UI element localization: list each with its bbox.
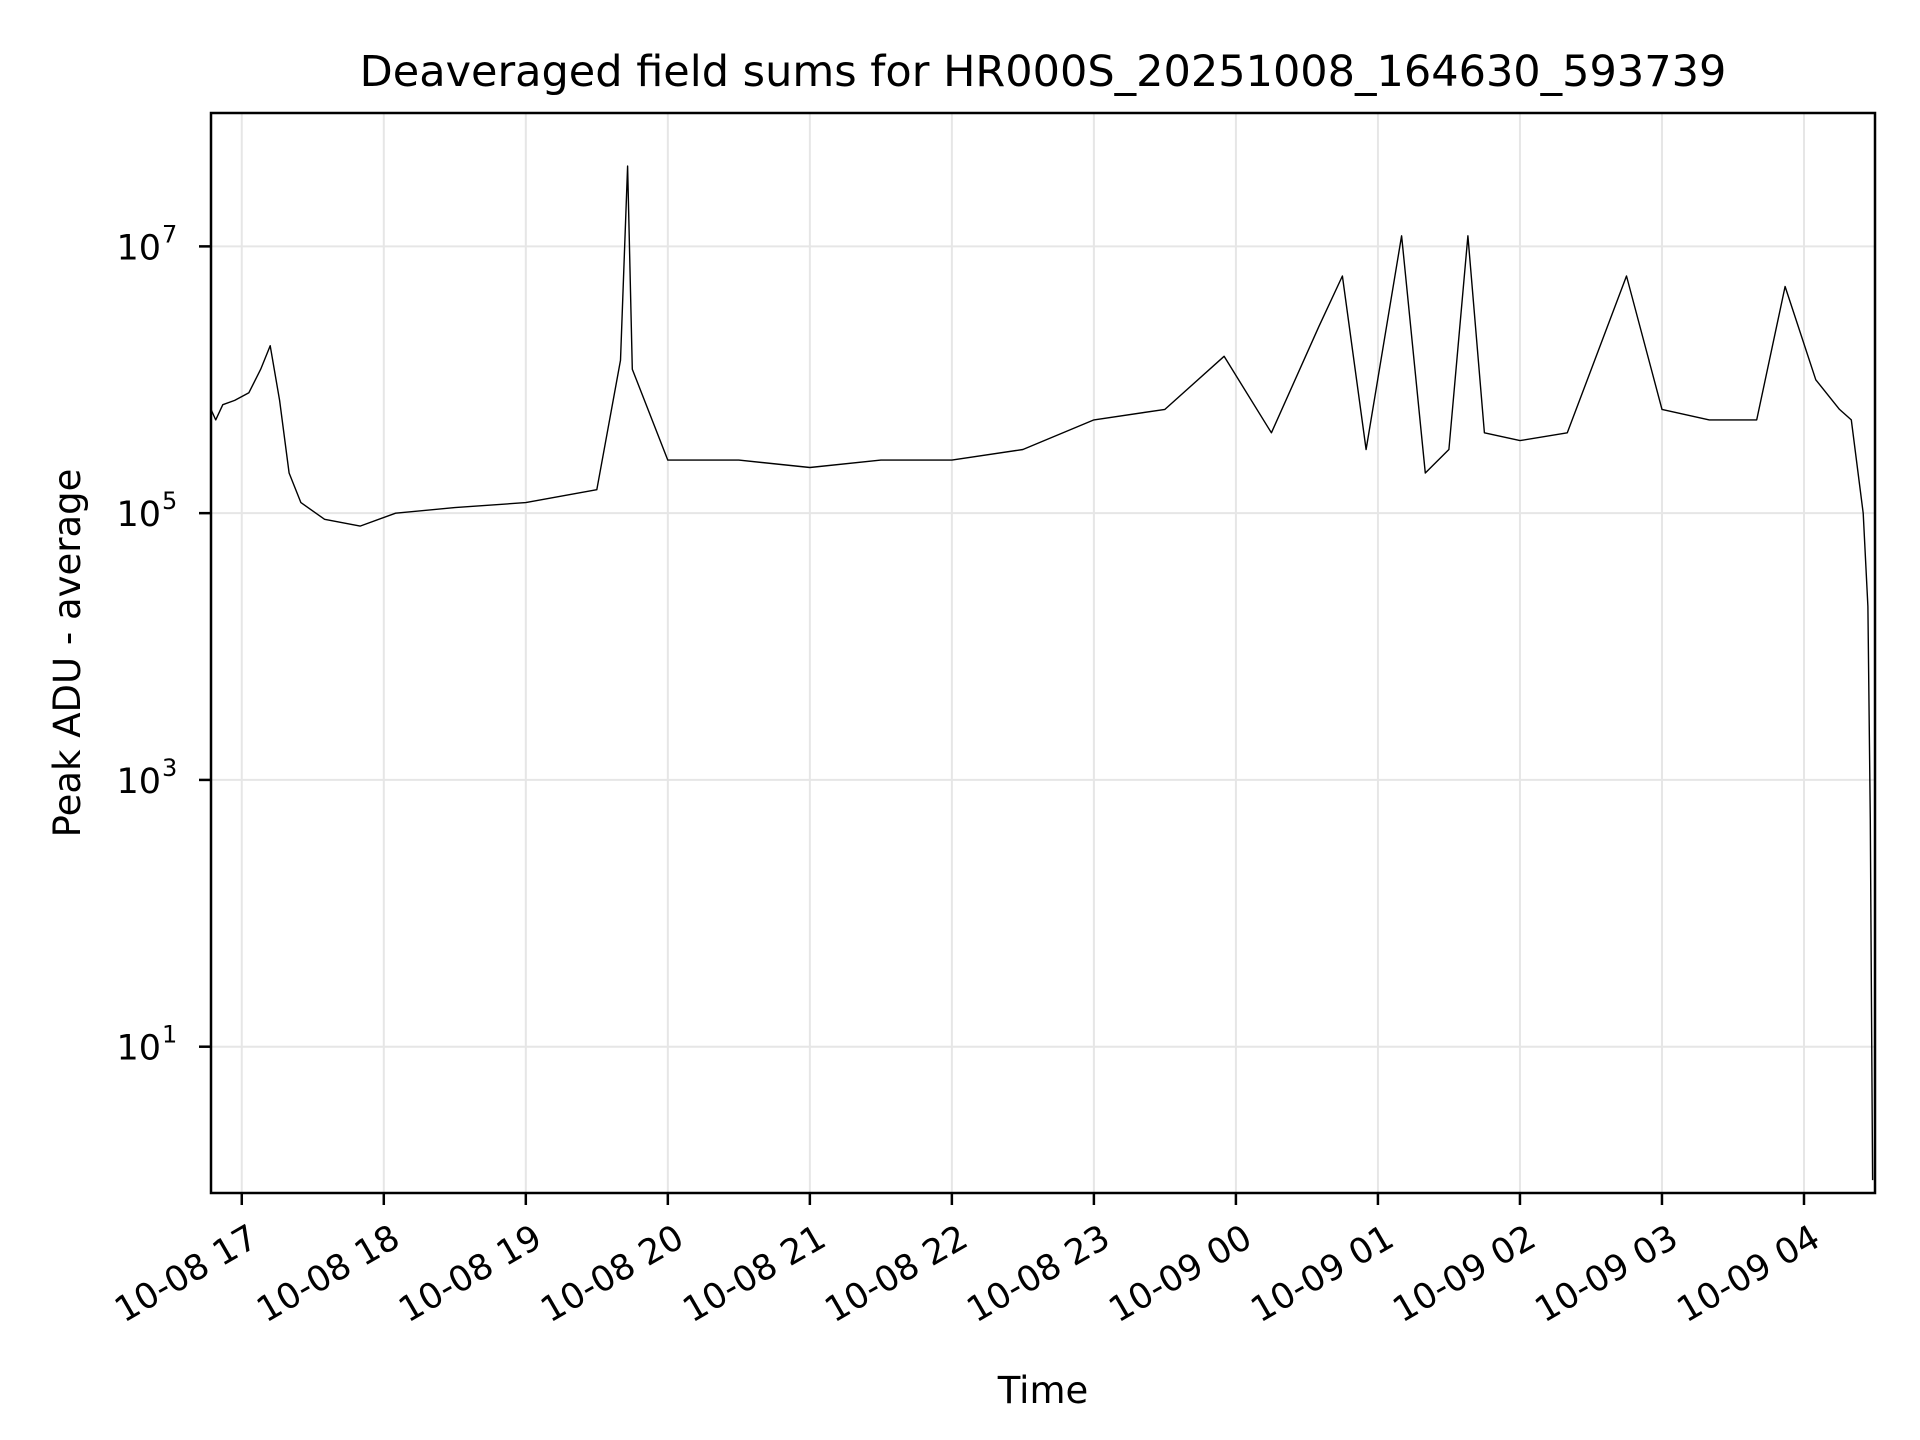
y-tick-label: 10 7 xyxy=(116,220,177,268)
y-tick-label: 10 1 xyxy=(116,1021,177,1069)
x-axis-label: Time xyxy=(997,1369,1089,1412)
y-tick-exponent: 7 xyxy=(162,220,177,248)
y-tick-exponent: 1 xyxy=(162,1021,177,1049)
y-tick-exponent: 3 xyxy=(162,754,177,782)
series-line xyxy=(210,165,1874,1181)
plot-frame xyxy=(209,111,1877,1195)
y-tick-base: 10 xyxy=(116,1029,161,1069)
series-layer xyxy=(210,165,1874,1181)
chart-title: Deaveraged field sums for HR000S_2025100… xyxy=(360,47,1727,97)
y-axis-label: Peak ADU - average xyxy=(46,469,89,838)
y-tick-exponent: 5 xyxy=(162,487,177,515)
y-tick-base: 10 xyxy=(116,495,161,535)
y-tick-label: 10 5 xyxy=(116,487,177,535)
y-tick-base: 10 xyxy=(116,228,161,268)
y-tick-base: 10 xyxy=(116,762,161,802)
grid-lines xyxy=(211,113,1875,1193)
y-tick-label: 10 3 xyxy=(116,754,177,802)
